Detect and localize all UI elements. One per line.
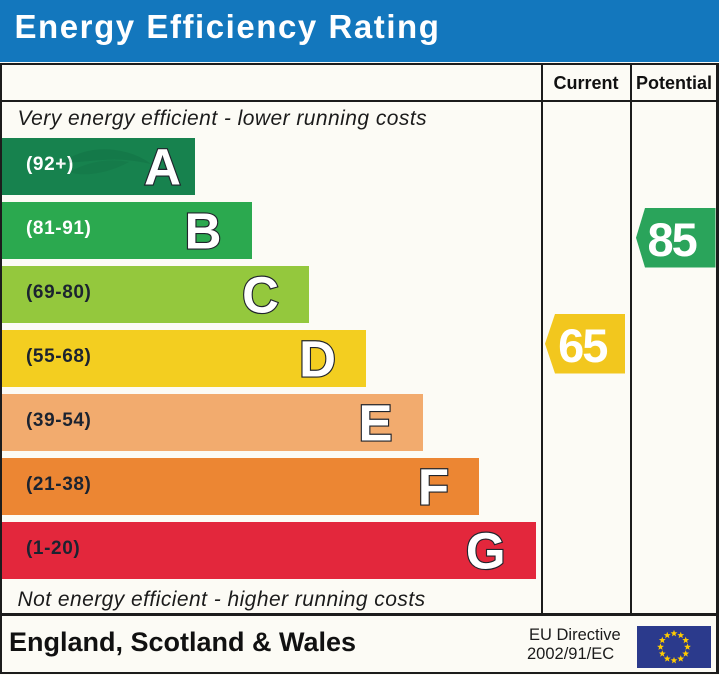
svg-text:65: 65 xyxy=(558,319,607,372)
svg-text:85: 85 xyxy=(648,213,697,266)
